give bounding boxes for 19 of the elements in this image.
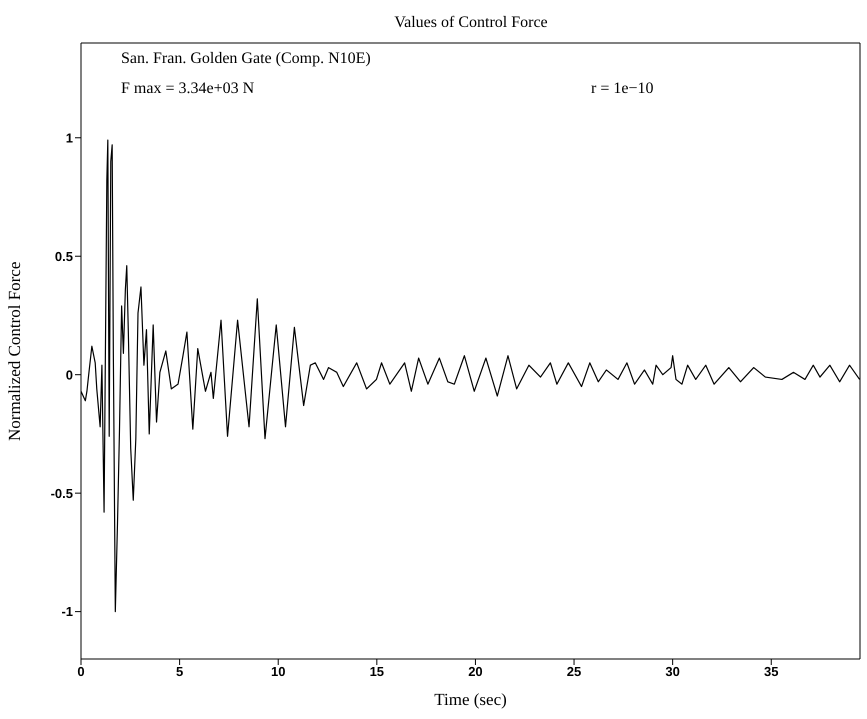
x-tick-label: 30 bbox=[665, 664, 680, 680]
annotation: San. Fran. Golden Gate (Comp. N10E) bbox=[121, 50, 371, 68]
y-tick-label: 1 bbox=[66, 130, 73, 146]
x-axis-title: Time (sec) bbox=[434, 690, 507, 709]
x-tick-label: 25 bbox=[566, 664, 582, 680]
x-tick-label: 10 bbox=[270, 664, 286, 680]
y-tick-label: -0.5 bbox=[50, 486, 73, 501]
annotation: F max = 3.34e+03 N bbox=[121, 80, 254, 98]
chart-title: Values of Control Force bbox=[393, 14, 549, 32]
x-tick-label: 20 bbox=[468, 664, 483, 680]
y-tick-label: 0 bbox=[66, 367, 73, 382]
x-tick-label: 15 bbox=[370, 664, 384, 680]
y-axis-title: Normalized Control Force bbox=[5, 262, 24, 441]
x-tick-label: 0 bbox=[77, 664, 85, 680]
y-tick-label: -1 bbox=[61, 604, 73, 620]
y-tick-label: 0.5 bbox=[54, 248, 73, 264]
x-tick-label: 35 bbox=[764, 664, 778, 680]
x-tick-label: 5 bbox=[176, 664, 184, 680]
annotation: r = 1e−10 bbox=[591, 80, 654, 98]
